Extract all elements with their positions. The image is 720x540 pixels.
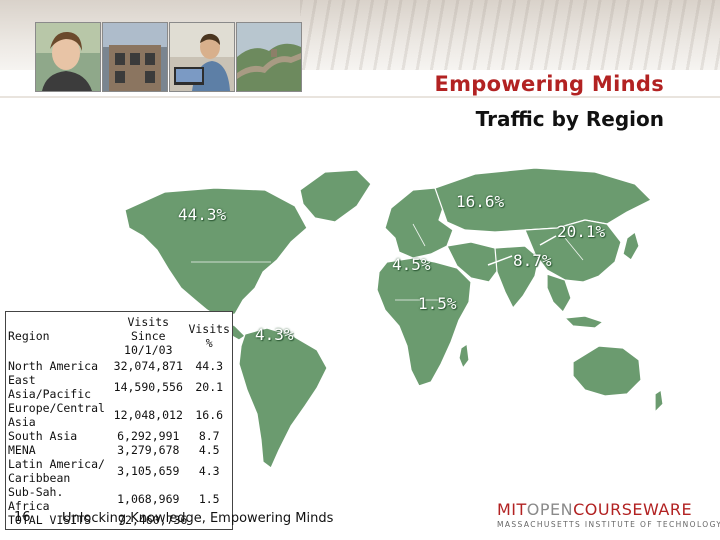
photo-student-laptop [169, 22, 235, 92]
logo-mit: MIT [497, 500, 527, 519]
cell-visits: 12,048,012 [113, 408, 183, 422]
map-greenland [299, 169, 372, 223]
map-africa [376, 257, 472, 387]
table-row: South Asia 6,292,991 8.7 [6, 429, 233, 443]
table-row: North America 32,074,871 44.3 [6, 359, 233, 373]
photo-student-woman [35, 22, 101, 92]
footer-tagline: Unlocking Knowledge, Empowering Minds [62, 511, 334, 526]
table-row: Sub-Sah. Africa 1,068,969 1.5 [6, 485, 233, 513]
map-north-america [124, 187, 308, 319]
map-southeast-asia [546, 273, 572, 313]
leader-line-east-asia [539, 235, 557, 246]
cell-pct: 1.5 [198, 492, 220, 506]
cell-region-line: South Asia [8, 429, 78, 443]
header-texture [300, 0, 720, 70]
cell-visits: 3,279,678 [117, 443, 180, 457]
table-total-row: TOTAL VISITS 72,460,736 [6, 513, 233, 530]
cell-region: Europe/Central Asia [6, 401, 111, 429]
map-south-asia [494, 245, 540, 309]
table-header-row: Region Visits Since 10/1/03 Visits % [6, 312, 233, 360]
cell-region-line: Europe/Central [8, 401, 105, 415]
logo-open: OPEN [526, 500, 574, 519]
world-map [124, 167, 664, 469]
cell-pct: 8.7 [198, 429, 220, 443]
cell-region: South Asia [6, 429, 111, 443]
slide-subtitle: Traffic by Region [475, 107, 664, 131]
table-row: Latin America/Caribbean 3,105,659 4.3 [6, 457, 233, 485]
cell-region: Sub-Sah. Africa [6, 485, 111, 513]
cell-visits: 32,074,871 [113, 359, 183, 373]
logo-courseware: COURSEWARE [573, 500, 693, 519]
header-visits-since: Visits Since 10/1/03 [110, 312, 186, 360]
map-label-south-asia: 8.7% [513, 251, 552, 270]
map-south-america [238, 327, 328, 469]
cell-pct: 4.5 [198, 443, 220, 457]
cell-pct: 44.3 [195, 359, 224, 373]
cell-region-line: Sub-Sah. Africa [8, 485, 64, 513]
traffic-table: Region Visits Since 10/1/03 Visits % Nor… [5, 311, 233, 530]
cell-region-line: Asia [8, 415, 36, 429]
cell-region: Latin America/Caribbean [6, 457, 111, 485]
total-visits: 72,460,736 [118, 513, 188, 527]
table-row: East Asia/Pacific 14,590,556 20.1 [6, 373, 233, 401]
map-east-asia [524, 219, 622, 283]
table-row: MENA 3,279,678 4.5 [6, 443, 233, 457]
cell-region: MENA [6, 443, 111, 457]
leader-line-south-asia [487, 255, 513, 266]
map-label-east-asia: 20.1% [557, 222, 606, 241]
header-visits-since-line1: Visits Since [127, 315, 170, 343]
page-number: 16 [14, 510, 31, 525]
cell-visits: 1,068,969 [117, 492, 180, 506]
map-middle-east [446, 241, 502, 283]
header-rule [0, 96, 720, 98]
map-label-mena: 4.5% [392, 255, 431, 274]
map-label-sub-saharan-africa: 1.5% [418, 294, 457, 313]
table-body: North America 32,074,871 44.3 East Asia/Pac… [6, 359, 233, 513]
cell-visits: 14,590,556 [113, 380, 183, 394]
cell-region-line: East Asia/Pacific [8, 373, 92, 401]
map-madagascar [458, 343, 470, 369]
slide-title: Empowering Minds [434, 72, 664, 96]
map-indonesia [564, 315, 604, 329]
cell-region: East Asia/Pacific [6, 373, 111, 401]
photo-building [102, 22, 168, 92]
total-label: TOTAL VISITS [8, 513, 92, 527]
header-visits-since-line2: 10/1/03 [124, 343, 173, 357]
mit-ocw-logo: MITOPENCOURSEWARE MASSACHUSETTS INSTITUT… [497, 500, 720, 530]
header-visits-pct: Visits % [186, 312, 232, 360]
cell-pct: 4.3 [198, 464, 220, 478]
table-row: Europe/Central Asia 12,048,012 16.6 [6, 401, 233, 429]
cell-region: North America [6, 359, 111, 373]
map-australia [572, 345, 642, 397]
cell-region-line: North America [8, 359, 99, 373]
cell-visits: 3,105,659 [117, 464, 180, 478]
cell-region-line: Latin America/ [8, 457, 105, 471]
cell-pct: 16.6 [195, 408, 224, 422]
header-visits-pct-line1: Visits [188, 322, 230, 336]
cell-region-line: MENA [8, 443, 36, 457]
logo-wordmark: MITOPENCOURSEWARE [497, 500, 693, 519]
cell-region-line: Caribbean [8, 471, 71, 485]
cell-pct: 20.1 [195, 380, 224, 394]
map-label-north-america: 44.3% [178, 205, 227, 224]
map-label-latin-america: 4.3% [255, 325, 294, 344]
cell-visits: 6,292,991 [117, 429, 180, 443]
header-visits-pct-line2: % [205, 336, 213, 350]
header-region: Region [8, 329, 50, 343]
photo-great-wall [236, 22, 302, 92]
logo-institute: MASSACHUSETTS INSTITUTE OF TECHNOLOGY [497, 520, 720, 529]
map-label-europe: 16.6% [456, 192, 505, 211]
map-japan [622, 231, 640, 261]
map-new-zealand [654, 389, 664, 413]
